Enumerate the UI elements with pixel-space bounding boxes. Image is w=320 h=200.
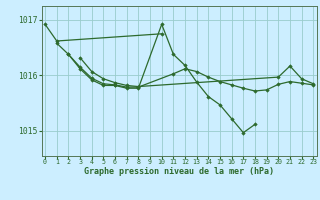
X-axis label: Graphe pression niveau de la mer (hPa): Graphe pression niveau de la mer (hPa) xyxy=(84,167,274,176)
